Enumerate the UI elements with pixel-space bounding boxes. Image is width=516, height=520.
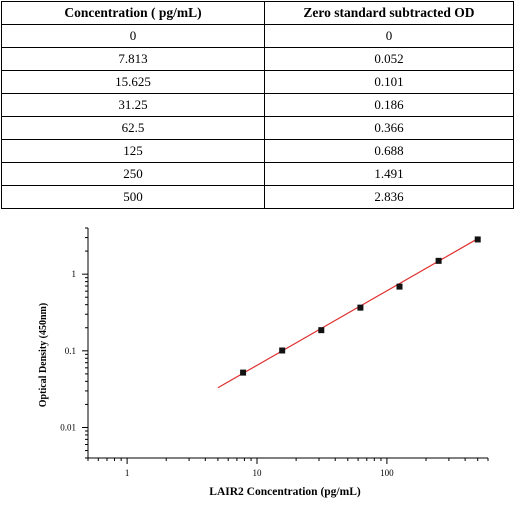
header-od: Zero standard subtracted OD: [264, 1, 514, 25]
concentration-cell: 500: [1, 185, 265, 209]
data-point: [396, 283, 403, 290]
chart-marks: [217, 236, 481, 389]
data-point: [357, 304, 364, 311]
data-point: [279, 347, 286, 354]
data-point: [435, 257, 442, 264]
standard-curve-chart: 1 10 100 0.01 0.1 1 LAIR2 Concentration (pg/m…: [38, 227, 489, 498]
y-tick-label: 1: [72, 269, 77, 279]
chart-axes: 1 10 100 0.01 0.1 1: [60, 227, 489, 478]
concentration-cell: 31.25: [1, 93, 265, 117]
fit-line: [217, 238, 479, 389]
concentration-cell: 250: [1, 162, 265, 186]
data-point: [318, 327, 325, 334]
concentration-cell: 15.625: [1, 70, 265, 94]
table-header-row: Concentration ( pg/mL) Zero standard sub…: [1, 1, 514, 25]
header-concentration: Concentration ( pg/mL): [1, 1, 265, 25]
x-tick-label: 10: [253, 468, 263, 478]
data-point: [474, 236, 481, 243]
table-row: 31.25 0.186: [1, 93, 514, 117]
concentration-cell: 7.813: [1, 47, 265, 71]
x-tick-label: 100: [380, 468, 394, 478]
table-row: 125 0.688: [1, 139, 514, 163]
od-cell: 0: [264, 24, 514, 48]
concentration-cell: 0: [1, 24, 265, 48]
x-axis-label: LAIR2 Concentration (pg/mL): [209, 486, 361, 498]
od-cell: 0.101: [264, 70, 514, 94]
table-row: 7.813 0.052: [1, 47, 514, 71]
od-cell: 0.366: [264, 116, 514, 140]
concentration-cell: 125: [1, 139, 265, 163]
table-row: 62.5 0.366: [1, 116, 514, 140]
table-row: 250 1.491: [1, 162, 514, 186]
od-cell: 2.836: [264, 185, 514, 209]
concentration-cell: 62.5: [1, 116, 265, 140]
standard-curve-table: Concentration ( pg/mL) Zero standard sub…: [1, 1, 514, 209]
data-point: [240, 369, 247, 376]
od-cell: 0.186: [264, 93, 514, 117]
y-axis-label: Optical Density (450nm): [38, 303, 49, 407]
y-tick-label: 0.01: [60, 422, 76, 432]
od-cell: 1.491: [264, 162, 514, 186]
od-cell: 0.052: [264, 47, 514, 71]
od-cell: 0.688: [264, 139, 514, 163]
y-tick-label: 0.1: [65, 346, 76, 356]
table-row: 500 2.836: [1, 185, 514, 209]
x-tick-label: 1: [125, 468, 130, 478]
table-row: 15.625 0.101: [1, 70, 514, 94]
